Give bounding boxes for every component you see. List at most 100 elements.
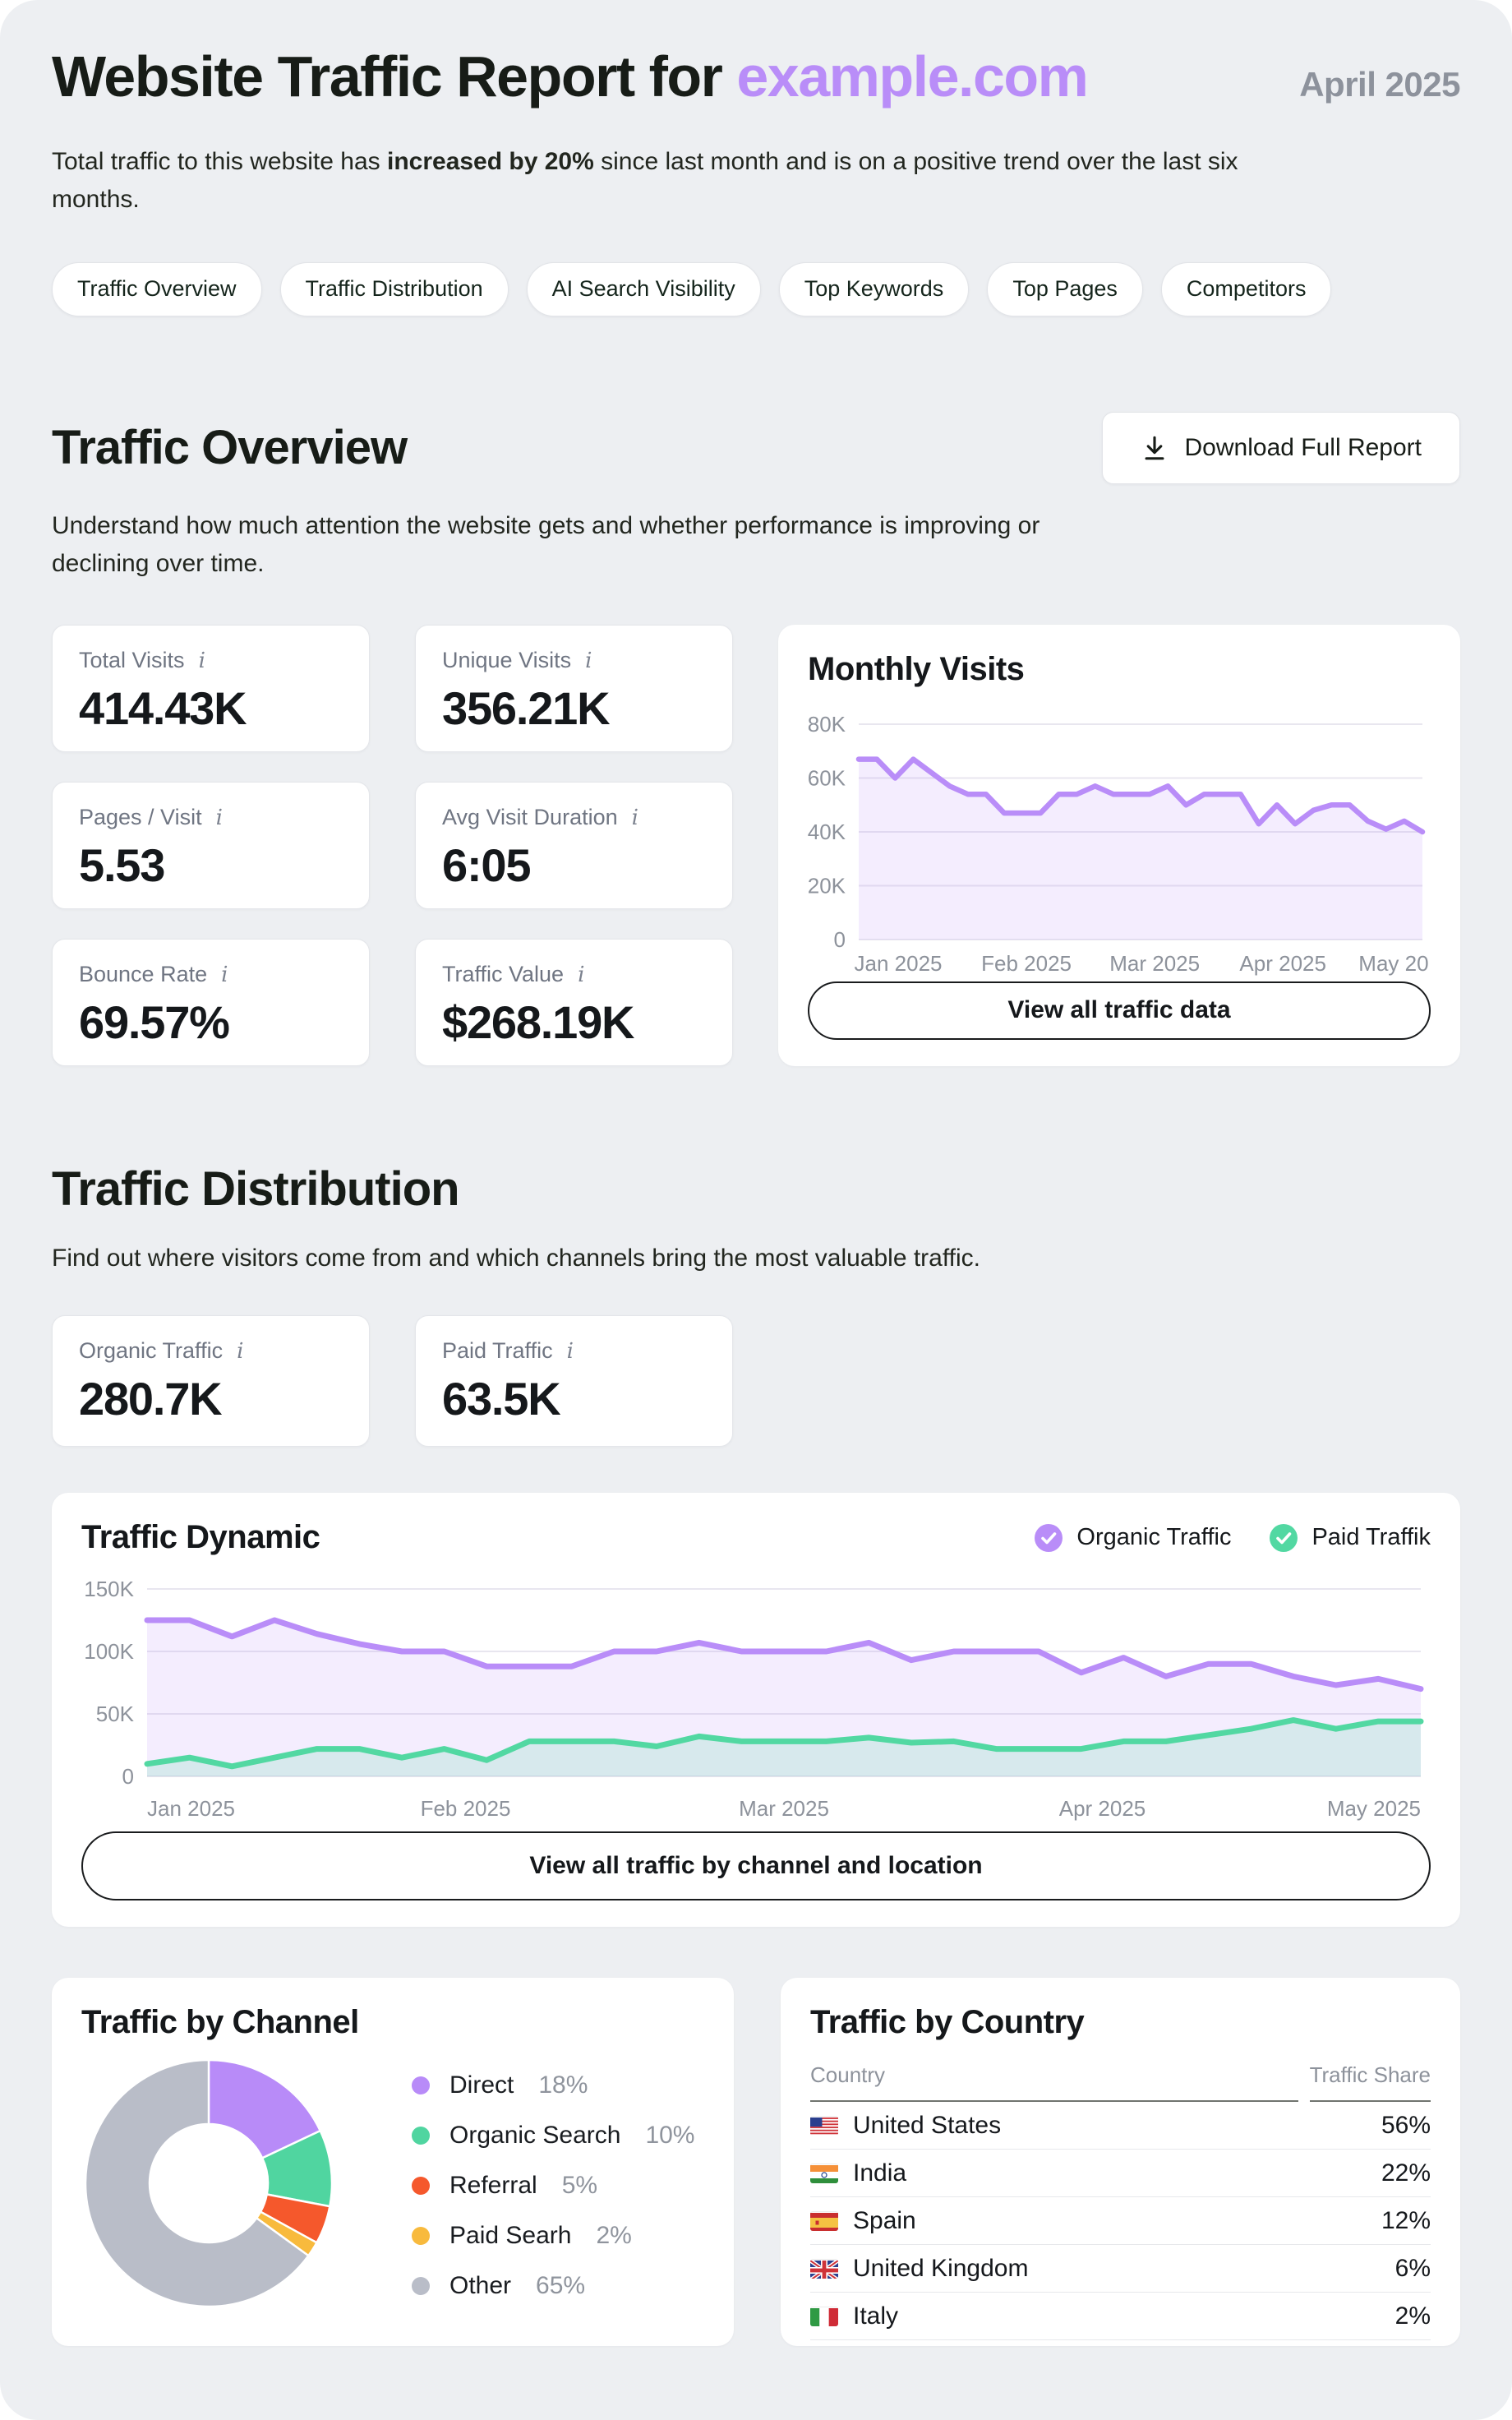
- info-icon[interactable]: i: [578, 962, 585, 987]
- channel-donut-svg: [84, 2058, 334, 2308]
- report-period: April 2025: [1299, 65, 1460, 104]
- svg-text:Mar 2025: Mar 2025: [1109, 951, 1200, 976]
- info-icon[interactable]: i: [237, 1339, 244, 1365]
- channel-legend: Direct 18% Organic Search 10% Referral 5% Paid…: [412, 2071, 694, 2300]
- country-name: United States: [853, 2111, 1002, 2139]
- distribution-description: Find out where visitors come from and wh…: [52, 1244, 980, 1272]
- in-flag-icon: [810, 2164, 838, 2183]
- check-circle-icon: [1034, 1523, 1063, 1553]
- overview-section-head: Traffic Overview Download Full Report: [52, 411, 1460, 484]
- stat-card-organic-traffic: Organic Traffic i 280.7K: [52, 1315, 370, 1448]
- stat-value: $268.19K: [442, 995, 634, 1048]
- stat-label: Avg Visit Duration i: [442, 804, 638, 830]
- stat-label: Organic Traffic i: [79, 1338, 244, 1365]
- page-title: Website Traffic Report for example.com: [52, 44, 1089, 109]
- nav-pill-top-pages[interactable]: Top Pages: [987, 261, 1143, 316]
- country-column-header: Country: [810, 2062, 1298, 2103]
- stat-card-bounce-rate: Bounce Rate i 69.57%: [52, 938, 370, 1066]
- download-icon: [1141, 434, 1169, 462]
- report-header: Website Traffic Report for example.com A…: [52, 44, 1460, 109]
- svg-text:Mar 2025: Mar 2025: [739, 1796, 829, 1821]
- monthly-visits-title: Monthly Visits: [808, 650, 1025, 687]
- traffic-dynamic-legend: Organic Traffic Paid Traffik: [1034, 1523, 1431, 1553]
- nav-pill-traffic-distribution[interactable]: Traffic Distribution: [279, 261, 509, 316]
- distribution-heading: Traffic Distribution: [52, 1162, 460, 1216]
- traffic-dynamic-chart: 150K 100K 50K 0 Jan 2025 Feb 2025 Mar 2025 Apr …: [81, 1568, 1431, 1828]
- it-flag-icon: [810, 2307, 838, 2326]
- summary-highlight: increased by 20%: [386, 147, 594, 175]
- svg-text:50K: 50K: [96, 1702, 135, 1726]
- stat-card-pages-visit: Pages / Visit i 5.53: [52, 781, 370, 909]
- info-icon[interactable]: i: [215, 805, 223, 830]
- info-icon[interactable]: i: [221, 962, 228, 987]
- channel-share: 5%: [561, 2171, 598, 2199]
- traffic-dynamic-head: Traffic Dynamic Organic Traffic Paid Traf…: [81, 1519, 1431, 1556]
- monthly-chart-svg: 80K 60K 40K 20K 0 Jan 2025 Feb 2025 Mar 2025 Apr…: [808, 712, 1453, 976]
- info-icon[interactable]: i: [566, 1339, 574, 1365]
- view-all-by-channel-button[interactable]: View all traffic by channel and location: [81, 1831, 1431, 1901]
- channel-name: Direct: [449, 2071, 514, 2099]
- traffic-by-country-card: Traffic by Country Country Traffic Share…: [781, 1978, 1460, 2347]
- stat-card-paid-traffic: Paid Traffic i 63.5K: [415, 1315, 733, 1448]
- stat-value: 280.7K: [79, 1373, 223, 1425]
- nav-pill-traffic-overview[interactable]: Traffic Overview: [52, 261, 262, 316]
- country-row-india: India 22%: [810, 2150, 1431, 2198]
- channel-name: Other: [449, 2271, 512, 2299]
- us-flag-icon: [810, 2116, 838, 2136]
- es-flag-icon: [810, 2211, 838, 2231]
- view-all-traffic-data-button[interactable]: View all traffic data: [808, 981, 1431, 1040]
- svg-text:Jan 2025: Jan 2025: [147, 1796, 235, 1821]
- download-full-report-button[interactable]: Download Full Report: [1101, 411, 1460, 484]
- legend-item-paid-traffik[interactable]: Paid Traffik: [1269, 1523, 1431, 1553]
- nav-pill-ai-search-visibility[interactable]: AI Search Visibility: [526, 261, 761, 316]
- donut-slice-direct: [207, 2058, 322, 2160]
- channel-legend-item-referral: Referral 5%: [412, 2172, 694, 2200]
- svg-text:60K: 60K: [808, 765, 846, 790]
- legend-dot-icon: [412, 2126, 430, 2145]
- traffic-dynamic-title: Traffic Dynamic: [81, 1519, 320, 1556]
- page-title-domain: example.com: [736, 44, 1089, 109]
- info-icon[interactable]: i: [198, 648, 205, 673]
- nav-pill-competitors[interactable]: Competitors: [1160, 261, 1332, 316]
- svg-text:Feb 2025: Feb 2025: [421, 1796, 511, 1821]
- channel-share: 18%: [538, 2071, 588, 2099]
- overview-grid: Total Visits i 414.43K Unique Visits i 356.21…: [52, 624, 1460, 1066]
- svg-text:0: 0: [834, 927, 846, 952]
- stat-label: Paid Traffic i: [442, 1338, 574, 1365]
- donut-slice-other: [84, 2058, 311, 2308]
- legend-label: Organic Traffic: [1076, 1524, 1232, 1551]
- stat-label: Unique Visits i: [442, 647, 592, 673]
- country-name: Italy: [853, 2302, 899, 2330]
- info-icon[interactable]: i: [585, 648, 592, 673]
- channel-legend-item-organic-search: Organic Search 10%: [412, 2122, 694, 2150]
- country-traffic-share: 56%: [1381, 2111, 1431, 2139]
- overview-description: Understand how much attention the websit…: [52, 511, 1040, 578]
- legend-item-organic-traffic[interactable]: Organic Traffic: [1034, 1523, 1231, 1553]
- svg-text:80K: 80K: [808, 712, 846, 737]
- svg-text:May 2025: May 2025: [1358, 951, 1428, 976]
- report-summary: Total traffic to this website has increa…: [52, 143, 1284, 219]
- country-traffic-share: 12%: [1381, 2206, 1431, 2234]
- stat-label: Traffic Value i: [442, 961, 585, 987]
- summary-text: Total traffic to this website has: [52, 147, 387, 175]
- traffic-by-channel-card: Traffic by Channel Direct 18% Organic Sear…: [52, 1978, 734, 2347]
- country-name: Spain: [853, 2206, 916, 2234]
- download-label: Download Full Report: [1184, 433, 1422, 461]
- stat-value: 6:05: [442, 838, 531, 891]
- channel-share: 65%: [536, 2271, 586, 2299]
- stat-card-unique-visits: Unique Visits i 356.21K: [415, 624, 733, 752]
- legend-dot-icon: [412, 2176, 430, 2195]
- nav-pill-top-keywords[interactable]: Top Keywords: [778, 261, 970, 316]
- svg-text:40K: 40K: [808, 820, 846, 844]
- channel-name: Paid Searh: [449, 2221, 572, 2249]
- bottom-cards-row: Traffic by Channel Direct 18% Organic Sear…: [52, 1978, 1460, 2347]
- country-traffic-share: 2%: [1394, 2302, 1431, 2330]
- stat-card-avg-visit-duration: Avg Visit Duration i 6:05: [415, 781, 733, 909]
- traffic-dynamic-card: Traffic Dynamic Organic Traffic Paid Traf…: [52, 1493, 1460, 1928]
- section-nav: Traffic Overview Traffic Distribution AI S…: [52, 261, 1460, 316]
- page-title-text: Website Traffic Report for: [52, 44, 737, 109]
- info-icon[interactable]: i: [631, 805, 638, 830]
- stat-card-traffic-value: Traffic Value i $268.19K: [415, 938, 733, 1066]
- channel-legend-item-direct: Direct 18%: [412, 2071, 694, 2099]
